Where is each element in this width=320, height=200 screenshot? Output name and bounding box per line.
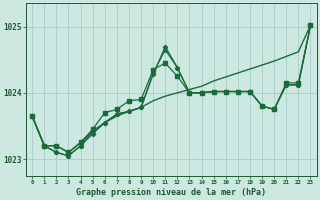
X-axis label: Graphe pression niveau de la mer (hPa): Graphe pression niveau de la mer (hPa) [76, 188, 266, 197]
